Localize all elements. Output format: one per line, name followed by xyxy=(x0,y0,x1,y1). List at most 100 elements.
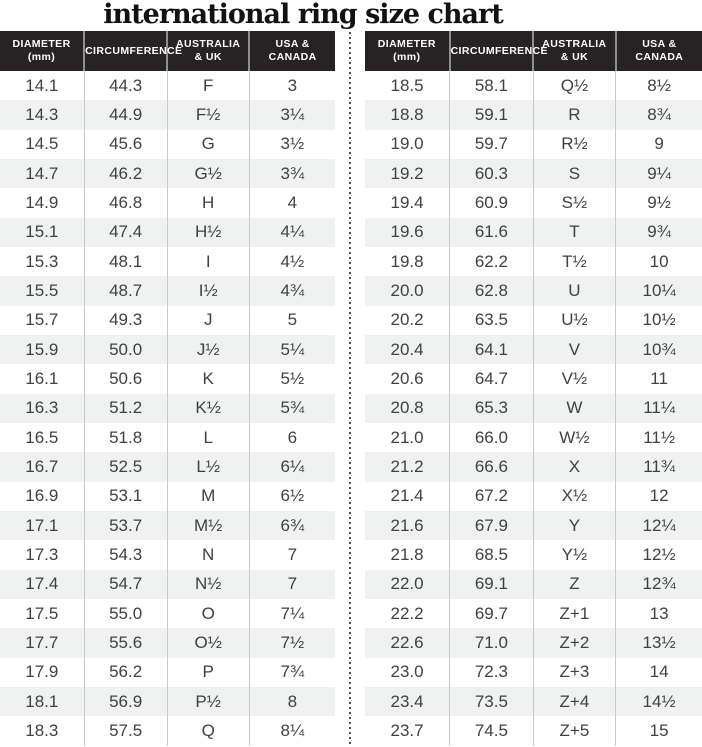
table-cell: 7½ xyxy=(248,628,335,658)
table-cell: 46.8 xyxy=(83,188,168,218)
table-cell: 72.3 xyxy=(449,657,534,687)
table-cell: 55.6 xyxy=(83,628,168,658)
table-row: 17.4 54.7 N½ 7 xyxy=(0,569,335,599)
table-cell: Y xyxy=(532,510,616,541)
table-row: 19.6 61.6 T 9¾ xyxy=(365,217,702,247)
table-row: 19.0 59.7 R½ 9 xyxy=(365,129,702,159)
table-cell: R½ xyxy=(532,129,616,159)
table-row: 19.8 62.2 T½ 10 xyxy=(365,246,702,277)
table-cell: W½ xyxy=(532,422,616,453)
table-cell: T xyxy=(532,217,616,247)
table-cell: 4½ xyxy=(248,246,335,277)
table-cell: 9¼ xyxy=(615,158,702,189)
table-cell: 14.5 xyxy=(25,134,59,154)
header-cell: DIAMETER (mm) xyxy=(0,31,85,71)
table-row: 22.6 71.0 Z+2 13½ xyxy=(365,628,702,658)
table-cell: P½ xyxy=(166,686,250,717)
table-row: 15.3 48.1 I 4½ xyxy=(0,246,335,277)
table-cell: L xyxy=(166,422,250,453)
table-cell: H½ xyxy=(166,217,250,247)
table-cell: 73.5 xyxy=(449,686,534,717)
table-cell: 71.0 xyxy=(449,628,534,658)
table-cell: 58.1 xyxy=(449,71,534,101)
table-cell: 49.3 xyxy=(83,305,168,335)
table-cell: 9½ xyxy=(615,188,702,218)
table-cell: 19.8 xyxy=(390,251,424,271)
table-cell: U½ xyxy=(532,305,616,335)
table-row: 14.9 46.8 H 4 xyxy=(0,188,335,218)
table-cell: 12¼ xyxy=(615,510,702,541)
table-cell: 8 xyxy=(248,686,335,717)
table-row: 19.2 60.3 S 9¼ xyxy=(365,158,702,189)
header-cell: USA & CANADA xyxy=(614,31,702,71)
table-cell: 8¼ xyxy=(248,716,335,746)
table-cell: 69.7 xyxy=(449,598,534,629)
table-cell: 15.5 xyxy=(25,280,59,300)
table-cell: 13½ xyxy=(615,628,702,658)
table-cell: 6 xyxy=(248,422,335,453)
table-cell: S½ xyxy=(532,188,616,218)
table-cell: 10¾ xyxy=(615,334,702,365)
table-cell: 14.7 xyxy=(25,163,59,183)
table-cell: 18.1 xyxy=(25,691,59,711)
table-cell: O xyxy=(166,598,250,629)
table-cell: Z xyxy=(532,569,616,599)
table-row: 17.5 55.0 O 7¼ xyxy=(0,598,335,629)
chart-title: international ring size chart xyxy=(103,0,503,30)
table-cell: 5¼ xyxy=(248,334,335,365)
table-cell: 50.6 xyxy=(83,364,168,394)
table-cell: 56.2 xyxy=(83,657,168,687)
table-row: 16.5 51.8 L 6 xyxy=(0,422,335,453)
ring-size-table-left: DIAMETER (mm) CIRCUMFERENCE AUSTRALIA & UK… xyxy=(0,31,335,746)
table-cell: R xyxy=(532,100,616,130)
table-cell: Z+3 xyxy=(532,657,616,687)
table-row: 19.4 60.9 S½ 9½ xyxy=(365,188,702,218)
ring-size-charts: DIAMETER (mm) CIRCUMFERENCE AUSTRALIA & UK… xyxy=(0,31,702,746)
header-cell: AUSTRALIA & UK xyxy=(532,31,616,71)
table-cell: 20.8 xyxy=(390,398,424,418)
table-cell: 23.4 xyxy=(390,691,424,711)
table-row: 23.4 73.5 Z+4 14½ xyxy=(365,686,702,717)
table-cell: 48.7 xyxy=(83,276,168,306)
table-cell: V xyxy=(532,334,616,365)
table-cell: 55.0 xyxy=(83,598,168,629)
table-cell: 17.1 xyxy=(25,515,59,535)
table-cell: 66.6 xyxy=(449,452,534,482)
table-row: 23.0 72.3 Z+3 14 xyxy=(365,657,702,687)
table-cell: 64.7 xyxy=(449,364,534,394)
table-cell: 6¼ xyxy=(248,452,335,482)
table-cell: 57.5 xyxy=(83,716,168,746)
table-cell: 7 xyxy=(248,569,335,599)
table-cell: 16.3 xyxy=(25,398,59,418)
table-cell: 62.8 xyxy=(449,276,534,306)
table-row: 16.1 50.6 K 5½ xyxy=(0,364,335,394)
table-cell: M½ xyxy=(166,510,250,541)
table-cell: 9¾ xyxy=(615,217,702,247)
table-cell: 23.0 xyxy=(390,662,424,682)
table-cell: 20.0 xyxy=(390,280,424,300)
table-cell: S xyxy=(532,158,616,189)
table-cell: 12¾ xyxy=(615,569,702,599)
table-cell: 3¾ xyxy=(248,158,335,189)
table-cell: 44.9 xyxy=(83,100,168,130)
table-cell: G xyxy=(166,129,250,159)
table-row: 22.0 69.1 Z 12¾ xyxy=(365,569,702,599)
table-row: 16.9 53.1 M 6½ xyxy=(0,481,335,511)
table-row: 21.2 66.6 X 11¾ xyxy=(365,452,702,482)
table-cell: 4¼ xyxy=(248,217,335,247)
header-cell: DIAMETER (mm) xyxy=(365,31,450,71)
table-cell: X xyxy=(532,452,616,482)
table-cell: 59.7 xyxy=(449,129,534,159)
table-cell: 6½ xyxy=(248,481,335,511)
table-cell: 19.0 xyxy=(390,134,424,154)
table-cell: 21.6 xyxy=(390,515,424,535)
table-cell: 16.5 xyxy=(25,427,59,447)
table-cell: 19.4 xyxy=(390,192,424,212)
table-cell: 17.3 xyxy=(25,544,59,564)
table-row: 20.4 64.1 V 10¾ xyxy=(365,334,702,365)
table-cell: 16.7 xyxy=(25,456,59,476)
table-cell: 60.9 xyxy=(449,188,534,218)
table-cell: Z+2 xyxy=(532,628,616,658)
header-row: DIAMETER (mm) CIRCUMFERENCE AUSTRALIA & UK… xyxy=(0,31,335,71)
table-row: 14.3 44.9 F½ 3¼ xyxy=(0,100,335,130)
